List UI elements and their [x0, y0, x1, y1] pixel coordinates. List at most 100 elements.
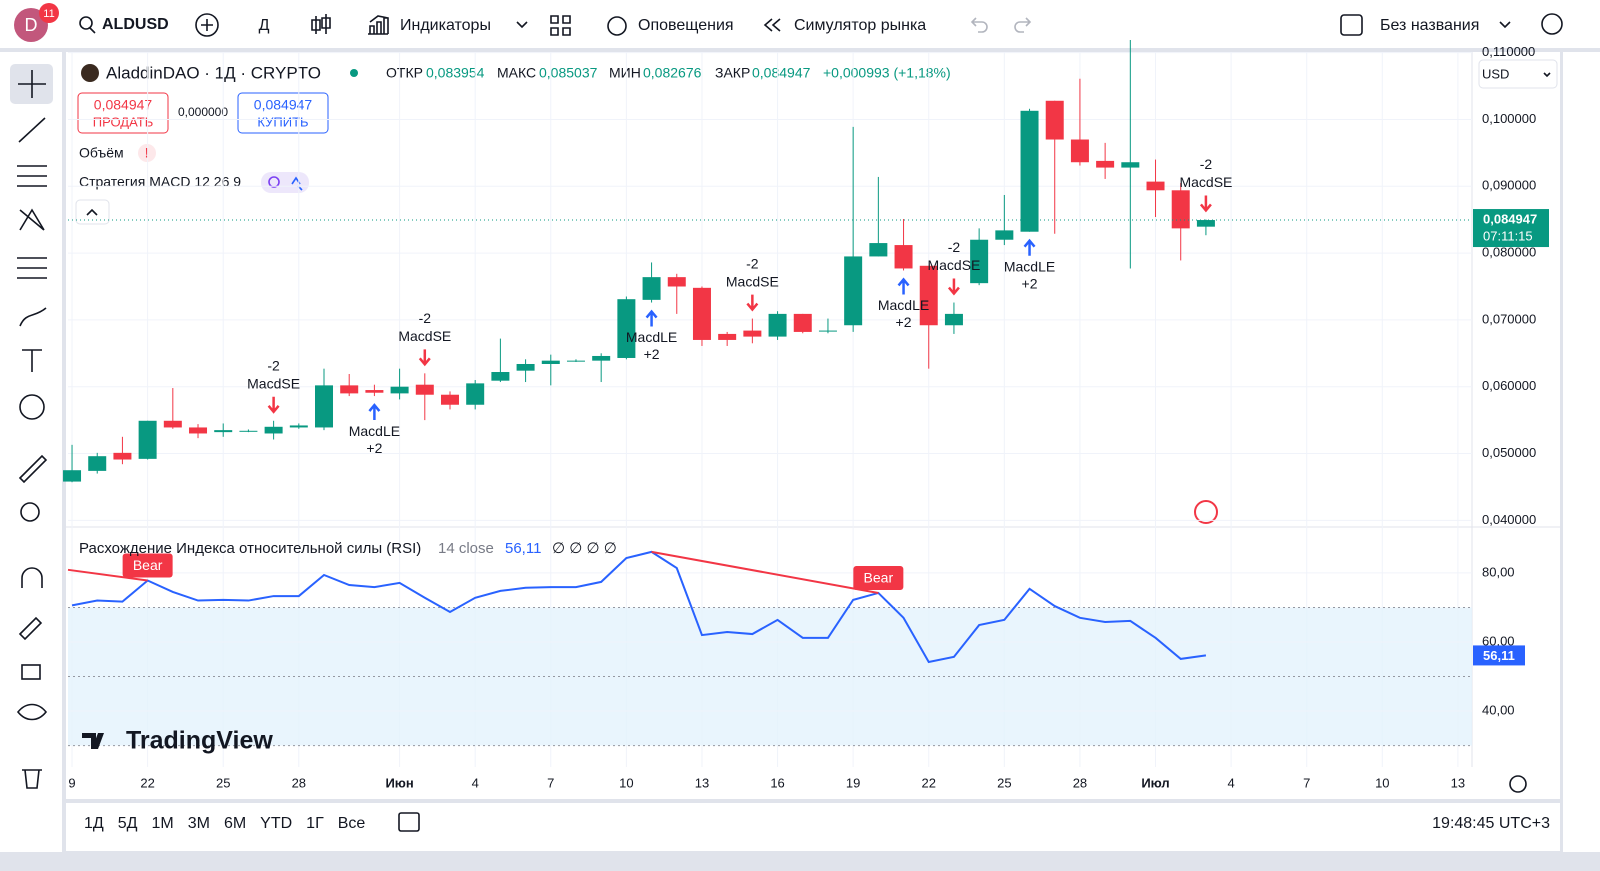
top-bar: [0, 0, 1600, 48]
divergence-label: Bear: [864, 570, 894, 586]
range-button[interactable]: 6М: [224, 815, 246, 832]
range-button[interactable]: 3М: [188, 815, 210, 832]
signal-qty: +2: [896, 314, 912, 330]
signal-label: MacdLE: [1004, 258, 1055, 274]
indicators[interactable]: Индикаторы: [400, 17, 491, 34]
x-tick-label: Июн: [385, 775, 413, 790]
symbol[interactable]: ALDUSD: [102, 16, 169, 33]
axis-settings[interactable]: [1509, 775, 1527, 793]
candle-body: [869, 243, 888, 257]
buy-price: 0,084947: [254, 97, 313, 113]
range-button[interactable]: YTD: [260, 815, 292, 832]
lock-draw[interactable]: [18, 616, 43, 641]
left-toolbar: [0, 52, 62, 852]
ruler-tool[interactable]: [18, 454, 48, 484]
brush-tool[interactable]: [19, 307, 47, 327]
candle-body: [466, 383, 485, 405]
candle-body: [894, 245, 913, 269]
visibility-tool[interactable]: [16, 703, 48, 721]
sell-button[interactable]: [77, 92, 169, 134]
zoom-tool[interactable]: [20, 502, 40, 522]
watermark-text: TradingView: [126, 727, 273, 755]
rsi-flags: ∅ ∅ ∅ ∅: [552, 540, 617, 557]
date-range-icon[interactable]: [398, 812, 420, 832]
long-arrow: [1023, 238, 1036, 256]
x-tick-label: 13: [1451, 775, 1465, 790]
long-arrow: [897, 277, 910, 295]
watermark: TradingView: [82, 727, 273, 755]
y-tick-label: 0,060000: [1482, 378, 1536, 393]
quick-search[interactable]: [1541, 13, 1563, 35]
lines-tool[interactable]: [17, 165, 47, 187]
divergence-line: [651, 550, 879, 594]
event-flag[interactable]: [1194, 500, 1218, 524]
candle-body: [1020, 110, 1039, 232]
badge: [39, 3, 59, 23]
avatar[interactable]: [14, 8, 48, 42]
redo[interactable]: [1014, 17, 1032, 33]
trash-tool[interactable]: [22, 769, 42, 789]
candle-body: [163, 420, 182, 428]
x-tick-label: 7: [547, 775, 554, 790]
range-button[interactable]: 1Д: [84, 815, 104, 832]
legend-o: 0,083954: [426, 65, 485, 81]
layout-icon: [1340, 14, 1363, 36]
currency-select[interactable]: [1478, 59, 1558, 89]
fib-tool[interactable]: [17, 257, 47, 279]
x-tick-label: 10: [619, 775, 633, 790]
candle-body: [743, 330, 762, 337]
lock-tool[interactable]: [21, 664, 41, 680]
candle-body: [1196, 220, 1215, 227]
rsi-tick-label: 60,00: [1482, 633, 1515, 648]
candle-body: [289, 425, 308, 428]
dropdown[interactable]: [1499, 21, 1511, 29]
signal-qty: -2: [1200, 156, 1213, 172]
alerts[interactable]: Оповещения: [638, 17, 734, 34]
candle-body: [919, 265, 938, 326]
range-button[interactable]: 1Г: [306, 815, 324, 832]
candle-body: [1070, 139, 1089, 163]
buy-button[interactable]: [237, 92, 329, 134]
signal-label: MacdLE: [626, 329, 677, 345]
interval[interactable]: Д: [259, 17, 270, 34]
rsi-title: Расхождение Индекса относительной силы (…: [79, 540, 421, 557]
y-tick-label: 0,110000: [1482, 44, 1535, 59]
undo[interactable]: [970, 17, 988, 33]
volume-warning[interactable]: [138, 144, 156, 162]
candle-body: [617, 299, 636, 358]
text-tool[interactable]: [22, 349, 42, 372]
range-button[interactable]: 1М: [151, 815, 173, 832]
candle-body: [214, 430, 233, 433]
chart-type[interactable]: [311, 14, 331, 34]
candle-body: [88, 456, 107, 471]
signal-qty: -2: [419, 310, 432, 326]
emoji-tool[interactable]: [19, 394, 45, 420]
range-button[interactable]: Все: [338, 815, 366, 832]
trend-tool[interactable]: [18, 117, 46, 143]
candle-body: [239, 430, 258, 432]
range-button[interactable]: 5Д: [118, 815, 138, 832]
add-symbol[interactable]: [195, 13, 219, 37]
y-tick-label: 0,070000: [1482, 311, 1536, 326]
candle-body: [63, 470, 82, 482]
candle-body: [818, 330, 837, 332]
layout-name[interactable]: Без названия: [1380, 17, 1479, 34]
collapse-button[interactable]: [75, 199, 110, 225]
replay[interactable]: Симулятор рынка: [794, 17, 926, 34]
pattern-tool[interactable]: [19, 208, 45, 231]
badge-count: 11: [43, 8, 54, 20]
signal-label: MacdSE: [726, 273, 779, 289]
magnet-tool[interactable]: [21, 567, 43, 588]
volume-warning-mark: !: [145, 145, 150, 161]
candle-body: [541, 360, 560, 364]
candle-body: [768, 313, 787, 337]
x-tick-label: 4: [472, 775, 479, 790]
signal-label: MacdSE: [398, 328, 451, 344]
layouts[interactable]: [550, 15, 571, 36]
dropdown[interactable]: [516, 21, 528, 29]
y-tick-label: 0,040000: [1482, 512, 1536, 527]
crosshair-tool[interactable]: [18, 70, 46, 98]
legend-o-label: ОТКР: [386, 65, 423, 81]
candle-body: [642, 277, 661, 300]
